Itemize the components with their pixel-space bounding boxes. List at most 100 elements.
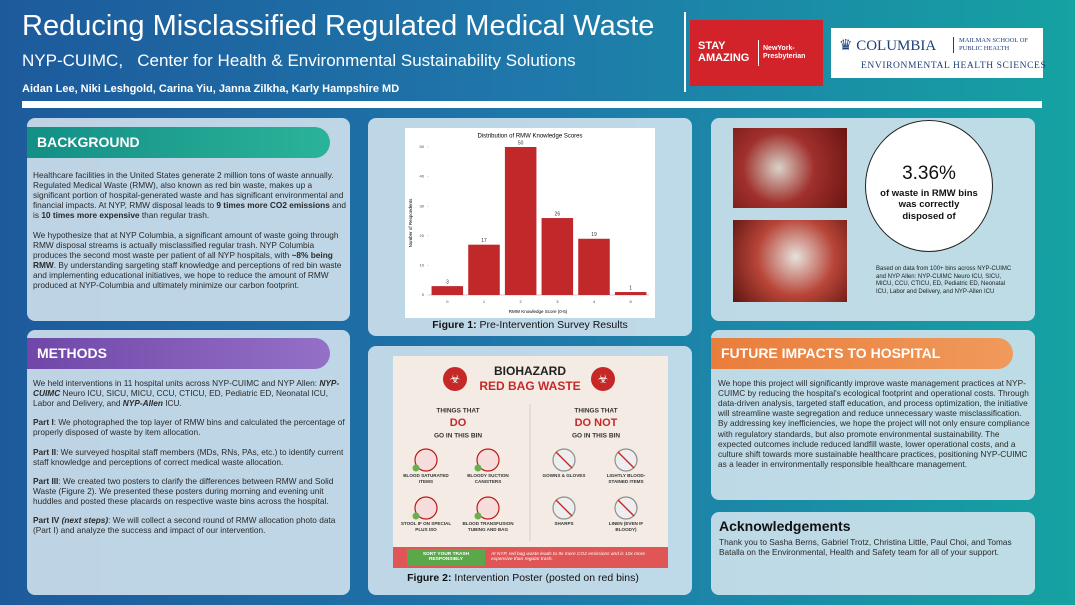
text-run: 9 times more CO2 emissions: [216, 200, 330, 211]
data-label: 50: [518, 140, 524, 146]
y-tick-label: 30: [420, 203, 425, 208]
icon-glyph: ☣: [598, 372, 609, 386]
column-head: GO IN THIS BIN: [572, 433, 620, 440]
item-check: [474, 512, 482, 520]
text-run: Part I: [33, 417, 54, 428]
ack-heading: Acknowledgements: [719, 518, 851, 534]
item-icon: [414, 448, 438, 472]
data-label: 19: [591, 232, 597, 238]
stat-note: Based on data from 100+ bins across NYP-…: [876, 266, 1012, 295]
bar: [504, 147, 537, 295]
item-icon: [476, 496, 500, 520]
figure-label: Figure 2:: [407, 572, 452, 584]
subtitle: NYP-CUIMC, Center for Health & Environme…: [22, 51, 576, 71]
title: Reducing Misclassified Regulated Medical…: [22, 10, 655, 42]
stat-value: 3.36%: [902, 163, 956, 184]
bar: [578, 238, 610, 295]
y-tick-label: 20: [420, 233, 425, 238]
text-run: and is: [33, 200, 346, 221]
paragraph: Healthcare facilities in the United Stat…: [33, 170, 346, 221]
text-run: NYP-Allen: [122, 398, 163, 409]
item-label: BLOOD TRANSFUSION TUBING AND BAG: [462, 521, 514, 532]
biohazard-icon: [443, 367, 467, 391]
data-label: 26: [555, 211, 561, 217]
figure2-caption: Figure 2: Intervention Poster (posted on…: [368, 572, 678, 584]
footer-box: [407, 549, 485, 566]
x-tick-label: 2: [520, 299, 523, 304]
text-run: . By understanding sargeting staff knowl…: [33, 259, 342, 291]
subtitle-org: NYP-CUIMC,: [22, 51, 124, 70]
columbia-logo: ♛ COLUMBIA MAILMAN SCHOOL OF PUBLIC HEAL…: [831, 28, 1047, 78]
x-tick-label: 3: [556, 299, 559, 304]
caption-text: Pre-Intervention Survey Results: [476, 319, 628, 331]
item-slash: [617, 451, 635, 469]
poster-title: RED BAG WASTE: [479, 379, 580, 393]
subtitle-center: Center for Health & Environmental Sustai…: [137, 51, 576, 70]
nyp-logo: STAY AMAZING NewYork-Presbyterian: [690, 20, 823, 86]
item-check: [412, 512, 420, 520]
ack-text: Thank you to Sasha Berns, Gabriel Trotz,…: [719, 537, 1012, 558]
paragraph: Part II: We surveyed hospital staff memb…: [33, 447, 346, 467]
item-slash: [617, 499, 635, 517]
methods-text: We held interventions in 11 hospital uni…: [33, 378, 346, 544]
paragraph: Part I: We photographed the top layer of…: [33, 417, 346, 437]
text-run: We hypothesize that at NYP Columbia, a s…: [33, 229, 339, 260]
item-label: STOOL IF ON SPECIAL PLUS ISO: [400, 521, 452, 532]
stat-circle: 3.36% of waste in RMW bins was correctly…: [865, 120, 993, 252]
poster-title: BIOHAZARD: [494, 364, 566, 378]
ack-panel: [711, 512, 1035, 595]
poster-items: BLOOD SATURATED ITEMS BLOODY SUCTION CANI…: [400, 448, 646, 532]
ehs: ENVIRONMENTAL HEALTH SCIENCES: [861, 61, 1047, 71]
text-run: : We surveyed hospital staff members (MD…: [33, 446, 344, 467]
item-label: SHARPS: [554, 521, 574, 526]
figure-label: Figure 1:: [432, 319, 477, 331]
divider: [684, 12, 686, 92]
column-head: THINGS THAT: [574, 408, 617, 415]
item-label: BLOODY SUCTION CANISTERS: [467, 473, 509, 484]
bar-chart: Distribution of RMW Knowledge Scores Num…: [405, 128, 655, 318]
text-run: : We created two posters to clarify the …: [33, 475, 334, 506]
biohazard-poster: ☣ ☣ BIOHAZARD RED BAG WASTE THINGS THAT …: [393, 356, 668, 568]
bar: [431, 286, 464, 295]
item-check: [412, 464, 420, 472]
y-tick-label: 50: [420, 144, 425, 149]
chart-title: Distribution of RMW Knowledge Scores: [477, 134, 582, 140]
text-run: Neuro ICU, SICU, MICU, CCU, CTICU, ED, P…: [33, 388, 329, 409]
section-heading: FUTURE IMPACTS TO HOSPITAL: [711, 338, 1013, 369]
column-head: DO: [450, 417, 467, 429]
photo: [733, 220, 847, 302]
text-run: Part III: [33, 475, 59, 486]
biohazard-icon: [591, 367, 615, 391]
item-label-box: STOOL IF ON SPECIAL PLUS ISO: [400, 521, 452, 532]
text-run: ICU.: [162, 398, 182, 409]
item-label-box: BLOOD SATURATED ITEMS: [403, 473, 449, 484]
item-label: LIGHTLY BLOOD-STAINED ITEMS: [606, 473, 646, 484]
text-run: : We photographed the top layer of RMW b…: [33, 417, 345, 438]
logo-divider: [758, 40, 759, 66]
bar: [614, 292, 647, 295]
logo-text: AMAZING: [698, 52, 750, 64]
future-text: We hope this project will significantly …: [718, 378, 1030, 469]
text-run: Healthcare facilities in the United Stat…: [33, 170, 344, 211]
logo-text: STAY: [698, 40, 726, 52]
item-label: GOWNS & GLOVES: [542, 473, 586, 478]
nyp-text: NewYork-Presbyterian: [763, 45, 806, 60]
item-slash: [555, 451, 573, 469]
text-run: than regular trash.: [139, 210, 210, 221]
methods-panel: [27, 330, 350, 595]
data-label: 17: [481, 238, 487, 244]
text-run: We held interventions in 11 hospital uni…: [33, 378, 320, 388]
text-run: NYP-CUIMC: [33, 378, 340, 399]
y-tick-label: 0: [422, 292, 425, 297]
paragraph: Part IV (next steps): We will collect a …: [33, 515, 346, 535]
figure1-caption: Figure 1: Pre-Intervention Survey Result…: [368, 319, 692, 331]
x-tick-label: 1: [483, 299, 486, 304]
item-label-box: LINEN (EVEN IF BLOODY): [609, 521, 643, 532]
section-heading: METHODS: [27, 338, 330, 369]
column-head: GO IN THIS BIN: [434, 433, 482, 440]
item-slash: [555, 499, 573, 517]
icon-glyph: ☣: [450, 372, 461, 386]
y-tick-label: 10: [420, 262, 425, 267]
paragraph: We held interventions in 11 hospital uni…: [33, 378, 346, 408]
text-run: (next steps): [61, 515, 109, 526]
